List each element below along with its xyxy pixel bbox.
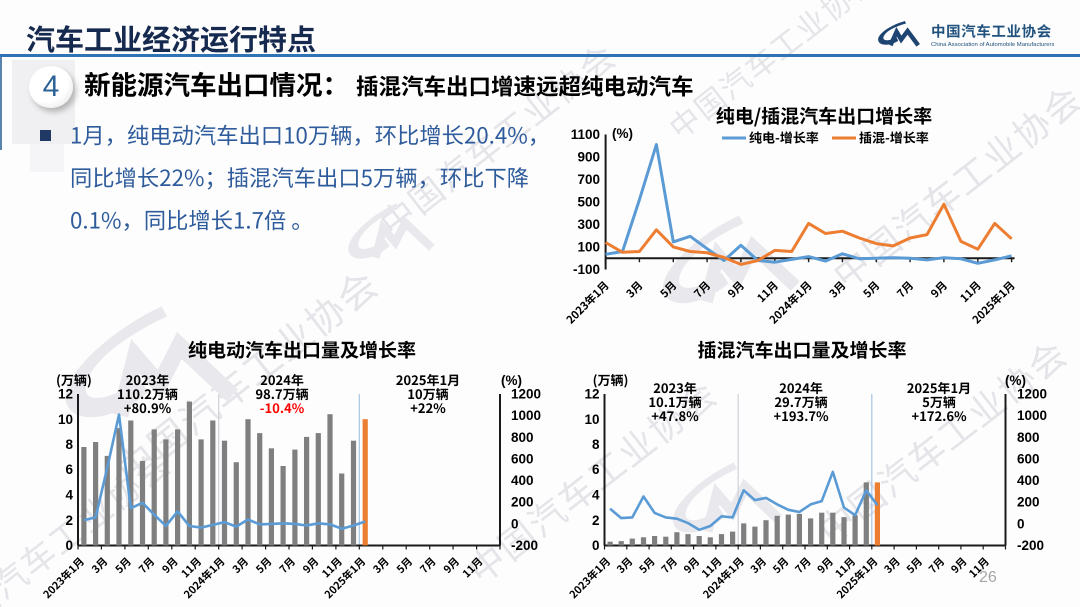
svg-text:0: 0 [65, 538, 73, 553]
svg-text:-100: -100 [573, 262, 600, 277]
svg-text:-200: -200 [1017, 538, 1044, 553]
svg-text:1100: 1100 [571, 127, 600, 142]
svg-text:-200: -200 [511, 538, 538, 553]
svg-text:4: 4 [65, 488, 73, 503]
svg-text:0: 0 [511, 516, 519, 531]
svg-text:400: 400 [511, 473, 534, 488]
svg-text:600: 600 [1017, 451, 1040, 466]
svg-text:(%): (%) [1005, 373, 1026, 388]
svg-text:1000: 1000 [511, 408, 541, 423]
svg-text:China Association of Automobil: China Association of Automobile Manufact… [931, 42, 1054, 48]
svg-text:2: 2 [592, 513, 600, 528]
svg-text:12: 12 [58, 387, 73, 402]
svg-text:200: 200 [1017, 495, 1040, 510]
svg-text:8: 8 [65, 437, 73, 452]
svg-text:4: 4 [592, 488, 600, 503]
svg-text:10: 10 [58, 412, 73, 427]
svg-text:(%): (%) [501, 373, 522, 388]
svg-text:1200: 1200 [511, 387, 541, 402]
svg-text:700: 700 [577, 172, 600, 187]
svg-text:1000: 1000 [1017, 408, 1047, 423]
svg-text:0: 0 [1017, 516, 1025, 531]
svg-text:400: 400 [1017, 473, 1040, 488]
svg-text:10: 10 [584, 412, 599, 427]
svg-text:600: 600 [511, 451, 534, 466]
svg-text:6: 6 [65, 462, 73, 477]
svg-text:2: 2 [65, 513, 73, 528]
svg-text:200: 200 [511, 495, 534, 510]
svg-text:800: 800 [511, 430, 534, 445]
svg-text:900: 900 [577, 150, 600, 165]
svg-text:500: 500 [577, 195, 600, 210]
svg-text:8: 8 [592, 437, 600, 452]
svg-text:100: 100 [577, 240, 600, 255]
svg-text:(%): (%) [612, 126, 633, 141]
svg-text:0: 0 [592, 538, 600, 553]
svg-text:1200: 1200 [1017, 387, 1047, 402]
svg-text:6: 6 [592, 462, 600, 477]
svg-text:300: 300 [577, 217, 600, 232]
svg-text:800: 800 [1017, 430, 1040, 445]
svg-text:12: 12 [584, 387, 599, 402]
